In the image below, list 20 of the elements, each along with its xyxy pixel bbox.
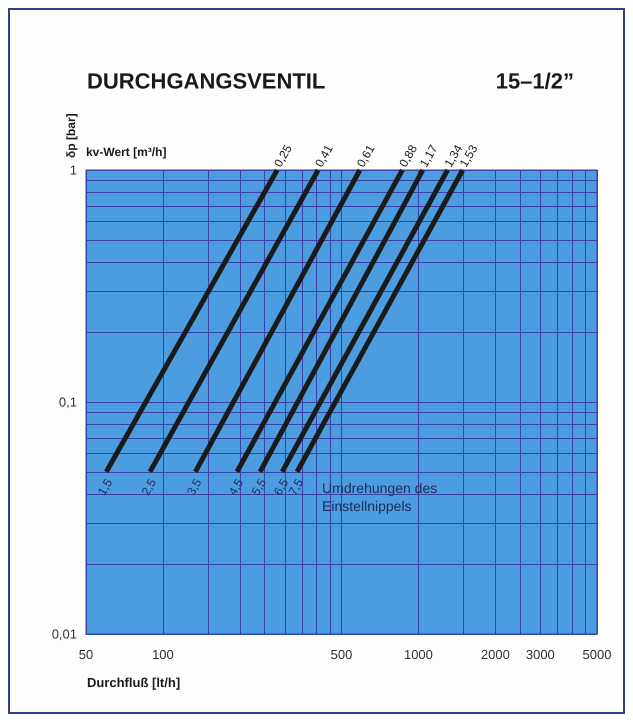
x-tick-label: 50 — [78, 647, 94, 662]
x-tick-label: 500 — [330, 647, 352, 662]
y-tick-label: 1 — [70, 162, 77, 178]
x-tick-label: 3000 — [526, 647, 555, 662]
chart-subtitle: 15–1/2” — [496, 68, 574, 94]
x-tick-label: 100 — [152, 647, 174, 662]
x-tick-label: 5000 — [582, 647, 612, 662]
annotation: 3,5 — [184, 476, 205, 498]
annotation: 5,5 — [248, 476, 270, 498]
annotation: 1,5 — [94, 476, 116, 498]
x-tick-label: 1000 — [404, 647, 433, 662]
y-tick-label: 0,1 — [58, 394, 77, 410]
x-axis-title: Durchfluß [lt/h] — [87, 675, 180, 690]
y-tick-label: 0,01 — [52, 626, 77, 642]
x-tick-label: 2000 — [480, 647, 510, 662]
y-axis-title: δp [bar] — [64, 113, 78, 158]
annotation: 2,5 — [138, 476, 160, 498]
chart-title: DURCHGANGSVENTIL — [87, 68, 326, 94]
annotation: 4,5 — [226, 476, 246, 498]
legend-title: kv-Wert [m³/h] — [86, 145, 166, 159]
